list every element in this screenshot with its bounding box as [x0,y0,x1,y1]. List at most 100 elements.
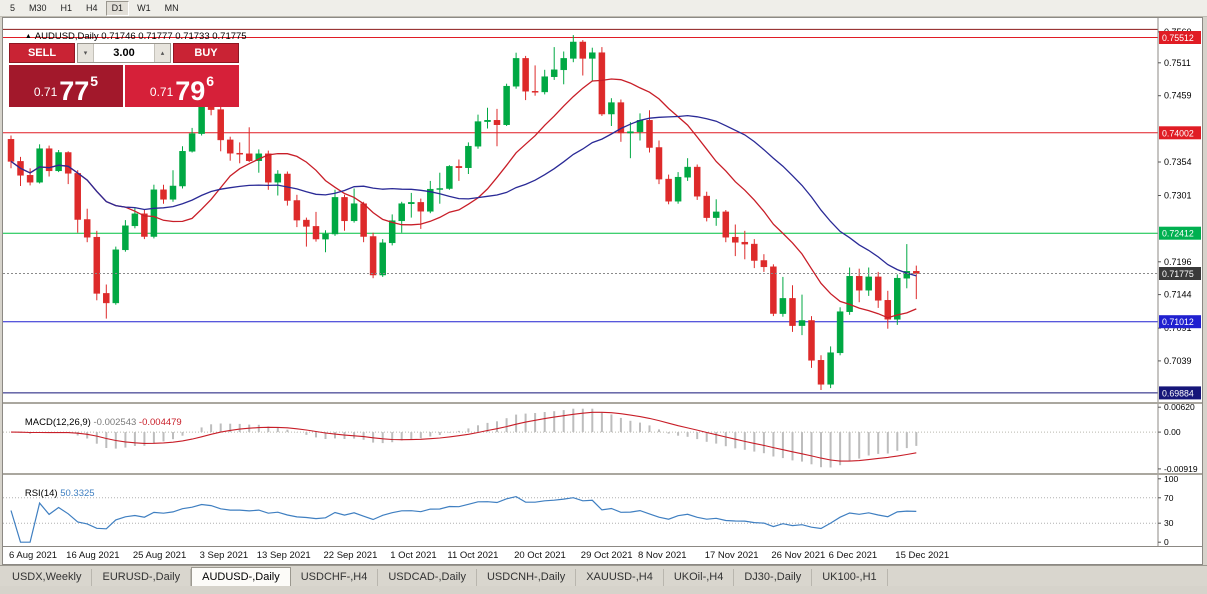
sell-price-base: 0.71 [33,85,58,99]
chart-tab-usdcad-daily[interactable]: USDCAD-,Daily [378,569,477,586]
buy-price-box[interactable]: 0.71 79 6 [125,65,239,107]
svg-text:0.7354: 0.7354 [1164,157,1192,167]
price-axis: 0.75600.75110.74590.73540.73010.71960.71… [1158,27,1192,366]
sell-price-box[interactable]: 0.71 77 5 [9,65,123,107]
svg-text:100: 100 [1164,475,1178,484]
chart-tab-usdx-weekly[interactable]: USDX,Weekly [2,569,93,586]
rsi-canvas[interactable]: 100 70 30 0 [3,475,1202,546]
date-axis-label: 17 Nov 2021 [704,550,759,561]
macd-canvas[interactable]: 0.00620 0.00 -0.00919 [3,404,1202,473]
timeframe-button-5[interactable]: 5 [10,2,16,13]
panel-splitter[interactable] [3,473,1202,475]
macd-name: MACD(12,26,9) [24,417,91,428]
ohlc-close: 0.71775 [212,31,247,42]
svg-text:0.00620: 0.00620 [1164,404,1195,412]
price-badge: 0.71012 [1159,315,1201,329]
buy-price-base: 0.71 [149,85,174,99]
timeframe-button-mn[interactable]: MN [164,2,179,13]
ma-slow-line [10,114,917,277]
rsi-value: 50.3325 [60,488,95,499]
rsi-label: RSI(14) 50.3325 [9,477,95,510]
axis-divider [3,546,1202,547]
panel-splitter[interactable] [3,402,1202,404]
ohlc-open: 0.71746 [101,31,136,42]
sell-price-big-digits: 77 [59,76,90,107]
timeframe-button-w1[interactable]: W1 [137,2,151,13]
volume-increase-button[interactable]: ▴ [154,44,170,62]
price-badge: 0.72412 [1159,226,1201,240]
ma-fast-line [10,78,917,319]
date-axis-label: 13 Sep 2021 [256,550,311,561]
rsi-panel[interactable]: 100 70 30 0 RSI(14) 50.3325 [3,475,1202,546]
macd-main-value: -0.002543 [93,417,137,428]
price-badge: 0.74002 [1159,126,1201,140]
macd-label: MACD(12,26,9) -0.002543 -0.004479 [9,406,182,439]
price-badge: 0.69884 [1159,386,1201,400]
svg-text:-0.00919: -0.00919 [1164,464,1198,473]
price-badge: 0.75512 [1159,31,1201,44]
date-axis-label: 6 Dec 2021 [828,550,878,561]
sell-price-pip-digit: 5 [90,73,99,89]
buy-button[interactable]: BUY [173,43,239,63]
symbol-period-label: AUDUSD,Daily [34,31,99,42]
svg-text:0.71012: 0.71012 [1162,317,1194,327]
main-chart-panel[interactable]: 0.75600.75110.74590.73540.73010.71960.71… [3,18,1202,402]
buy-price-pip-digit: 6 [206,73,215,89]
chart-window: 0.75600.75110.74590.73540.73010.71960.71… [2,17,1203,565]
date-axis-label: 3 Sep 2021 [199,550,249,561]
chart-tab-dj30-daily[interactable]: DJ30-,Daily [734,569,813,586]
macd-signal-line [10,411,917,462]
svg-text:0.75512: 0.75512 [1162,33,1194,43]
date-axis-label: 16 Aug 2021 [66,550,120,561]
main-chart-canvas[interactable]: 0.75600.75110.74590.73540.73010.71960.71… [3,18,1202,402]
date-axis-label: 11 Oct 2021 [447,550,499,561]
svg-text:30: 30 [1164,518,1174,528]
time-axis[interactable]: 6 Aug 2021 16 Aug 2021 25 Aug 2021 3 Sep 20… [3,547,1202,564]
collapse-icon[interactable]: ▲ [24,33,32,40]
volume-decrease-button[interactable]: ▾ [78,44,94,62]
rsi-name: RSI(14) [24,488,58,499]
chart-tab-eurusd-daily[interactable]: EURUSD-,Daily [92,569,192,586]
candlestick-series [7,35,920,390]
svg-text:0.74002: 0.74002 [1162,128,1194,138]
svg-text:0.00: 0.00 [1164,427,1181,437]
svg-text:0.71775: 0.71775 [1162,269,1194,279]
svg-text:0.7039: 0.7039 [1164,356,1192,366]
sell-button[interactable]: SELL [9,43,75,63]
timeframe-button-h4[interactable]: H4 [86,2,98,13]
macd-panel[interactable]: 0.00620 0.00 -0.00919 MACD(12,26,9) -0.002… [3,404,1202,473]
chart-tab-usdcnh-daily[interactable]: USDCNH-,Daily [477,569,577,586]
horizontal-lines [3,28,1158,394]
timeframe-button-d1[interactable]: D1 [105,0,130,16]
rsi-line [10,495,917,543]
timeframe-button-m30[interactable]: M30 [29,2,47,13]
date-axis-label: 8 Nov 2021 [637,550,687,561]
svg-text:0.69884: 0.69884 [1162,388,1194,398]
volume-stepper: ▾ 3.00 ▴ [77,43,171,63]
chart-tab-uk100-h1[interactable]: UK100-,H1 [812,569,888,586]
svg-text:70: 70 [1164,493,1174,503]
macd-histogram [19,408,918,468]
date-axis-label: 29 Oct 2021 [580,550,633,561]
ohlc-high: 0.71777 [138,31,173,42]
date-axis-label: 20 Oct 2021 [514,550,566,561]
svg-text:0.7144: 0.7144 [1164,290,1192,300]
chart-tab-audusd-daily[interactable]: AUDUSD-,Daily [191,567,291,586]
date-axis-label: 6 Aug 2021 [9,550,58,561]
chart-title: ▲ AUDUSD,Daily 0.71746 0.71777 0.71733 0.… [9,20,247,53]
timeframe-button-h1[interactable]: H1 [60,2,73,13]
timeframe-toolbar: 5 M30 H1 H4 D1 W1 MN [0,0,1207,17]
buy-price-big-digits: 79 [175,76,206,107]
date-axis-label: 15 Dec 2021 [895,550,950,561]
chart-tab-usdchf-h4[interactable]: USDCHF-,H4 [291,569,379,586]
volume-value[interactable]: 3.00 [113,47,135,59]
svg-text:0: 0 [1164,537,1169,546]
date-axis-label: 22 Sep 2021 [323,550,378,561]
chart-tab-bar: USDX,Weekly EURUSD-,Daily AUDUSD-,Daily USD… [0,565,1207,586]
price-badge: 0.71775 [1159,267,1201,280]
chart-tab-ukoil-h4[interactable]: UKOil-,H4 [664,569,735,586]
chart-tab-xauusd-h4[interactable]: XAUUSD-,H4 [576,569,664,586]
svg-text:0.7511: 0.7511 [1164,58,1191,68]
date-axis-label: 25 Aug 2021 [132,550,187,561]
svg-text:0.7196: 0.7196 [1164,257,1192,267]
